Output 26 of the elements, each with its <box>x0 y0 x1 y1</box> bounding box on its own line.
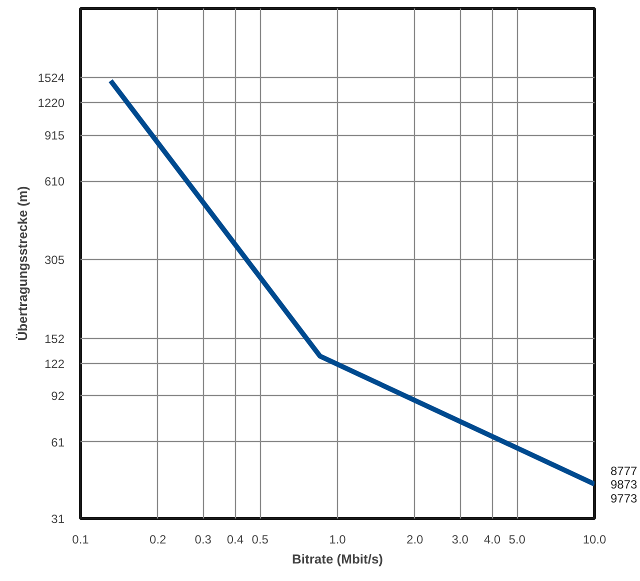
y-tick-label: 915 <box>44 128 65 143</box>
x-tick-label: 10.0 <box>582 532 607 546</box>
y-tick-label: 305 <box>44 253 65 268</box>
y-tick-label: 92 <box>51 388 65 403</box>
x-tick-label: 5.0 <box>508 532 526 546</box>
x-tick-label: 3.0 <box>452 532 469 546</box>
y-tick-label: 122 <box>44 356 65 371</box>
y-tick-label: 610 <box>44 174 65 189</box>
text: 8777 <box>610 464 638 478</box>
y-tick-label: 61 <box>51 435 65 450</box>
x-axis-title: Bitrate (Mbit/s) <box>292 552 383 566</box>
y-tick-label: 31 <box>51 512 65 526</box>
y-tick-label: 152 <box>44 332 65 346</box>
x-tick-label: 0.2 <box>150 532 167 546</box>
x-tick-label: 2.0 <box>406 532 424 546</box>
y-tick-label: 1524 <box>38 70 65 85</box>
x-tick-label: 0.1 <box>72 532 90 546</box>
x-tick-label: 0.4 <box>226 532 244 546</box>
x-tick-label: 1.0 <box>329 532 346 546</box>
y-axis-title: Übertragungsstrecke (m) <box>14 186 30 341</box>
x-tick-label: 0.5 <box>252 532 269 546</box>
x-tick-label: 0.3 <box>194 532 212 546</box>
y-tick-label: 1220 <box>38 96 65 110</box>
text: 9773 <box>610 491 638 506</box>
x-tick-label: 4.0 <box>484 532 501 546</box>
text: 9873 <box>610 478 638 492</box>
